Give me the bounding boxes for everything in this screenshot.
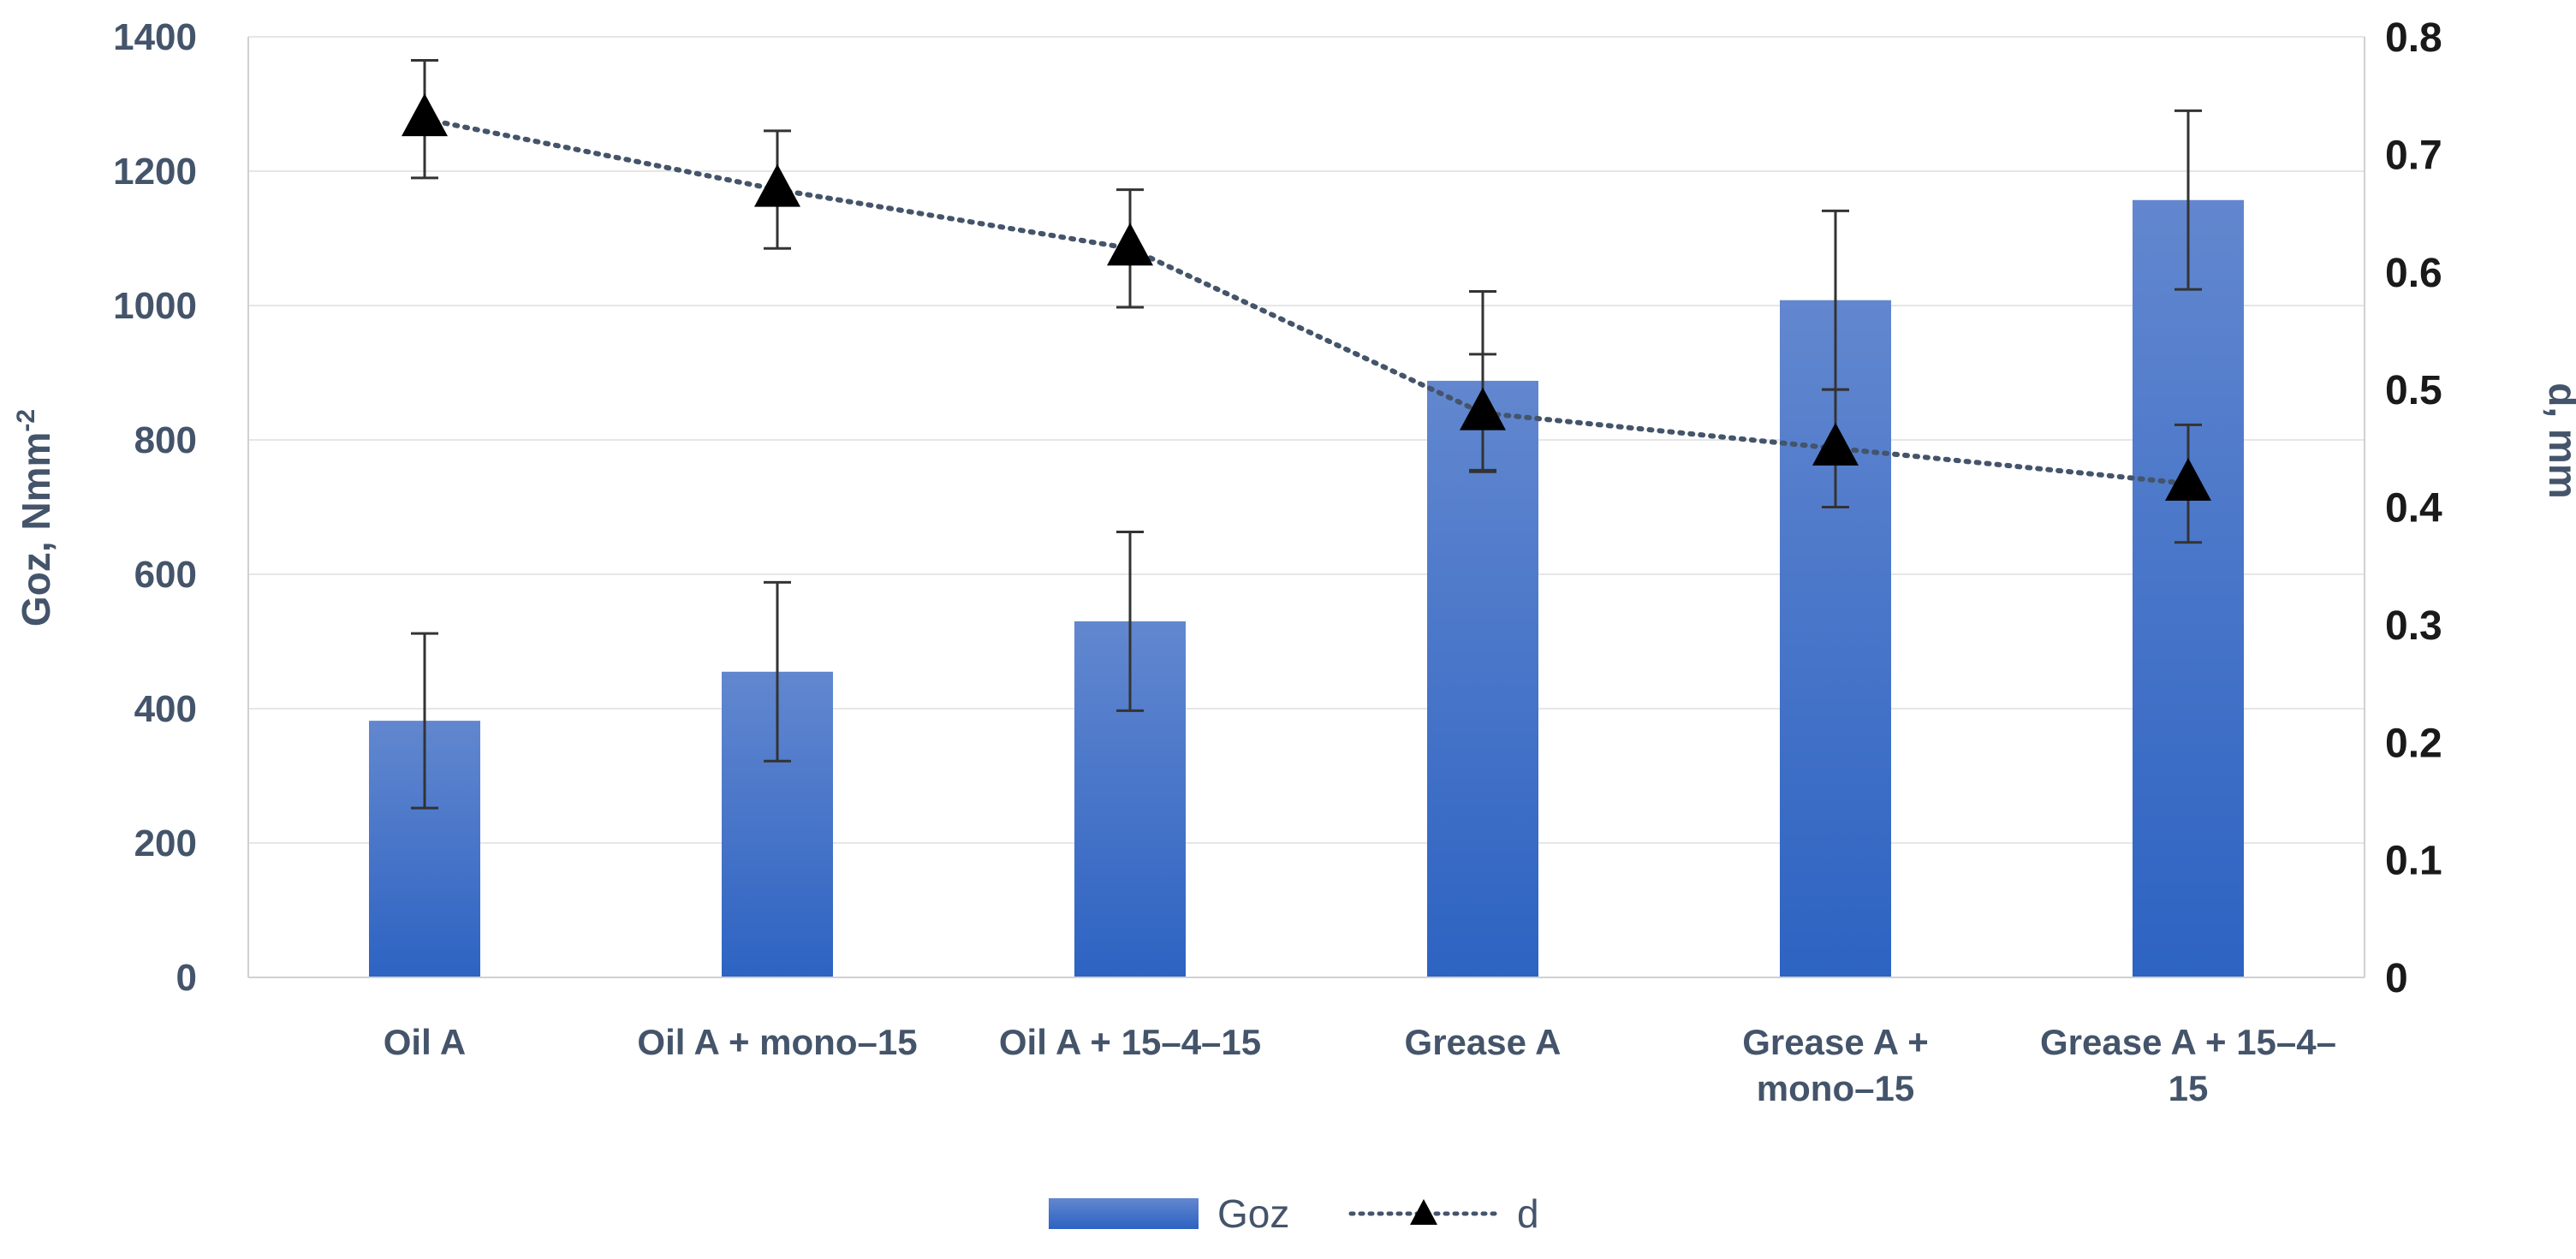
right-tick-label: 0.7	[2385, 133, 2442, 178]
left-tick-label: 0	[176, 957, 197, 999]
legend-swatch-goz	[1049, 1198, 1199, 1229]
category-label-line: Oil A + mono–15	[637, 1022, 917, 1062]
point-d	[754, 163, 800, 207]
left-tick-label: 1200	[113, 151, 197, 193]
category-label-line: 15	[2168, 1068, 2209, 1108]
category-label-line: Grease A +	[1742, 1022, 1929, 1062]
point-d	[1812, 422, 1859, 466]
category-label: Oil A	[384, 1022, 466, 1062]
error-bar-goz	[2174, 109, 2202, 291]
right-tick-label: 0.2	[2385, 721, 2442, 766]
error-bar-goz	[411, 632, 438, 810]
category-label: Oil A + mono–15	[637, 1022, 917, 1062]
right-tick-label: 0	[2385, 956, 2408, 1001]
legend-label-d: d	[1517, 1191, 1539, 1236]
right-tick-label: 0.3	[2385, 603, 2442, 649]
point-d	[1460, 387, 1506, 431]
bar-series-goz	[369, 199, 2244, 978]
axes	[247, 37, 2365, 978]
left-tick-label: 200	[134, 823, 197, 864]
legend-swatch-d-marker	[1410, 1199, 1437, 1225]
left-tick-label: 400	[134, 688, 197, 730]
category-label: Grease A + 15–4– 15	[2040, 1022, 2336, 1108]
point-d	[2165, 458, 2211, 502]
line-series-d	[402, 58, 2211, 544]
category-label-line: mono–15	[1757, 1068, 1914, 1108]
category-label: Grease A	[1405, 1022, 1562, 1062]
line-d	[422, 116, 2191, 487]
left-axis-title: Goz, Nmm-2	[12, 409, 58, 627]
right-tick-label: 0.5	[2385, 368, 2442, 413]
left-tick-label: 1000	[113, 285, 197, 327]
error-bar-goz	[764, 580, 791, 763]
category-label: Oil A + 15–4–15	[999, 1022, 1261, 1062]
error-bar-goz	[1116, 531, 1144, 712]
right-axis-title: d, mm	[2541, 383, 2576, 498]
bar-error-bars	[411, 109, 2202, 810]
legend: Goz d	[1049, 1191, 1539, 1236]
legend-label-goz: Goz	[1217, 1191, 1289, 1236]
category-label: Grease A + mono–15	[1742, 1022, 1929, 1108]
left-tick-label: 800	[134, 419, 197, 461]
bar-goz	[2133, 199, 2244, 977]
right-tick-label: 0.4	[2385, 486, 2442, 532]
left-axis-ticks: 0 200 400 600 800 1000 1200 1400	[113, 16, 197, 999]
category-label-line: Grease A	[1405, 1022, 1562, 1062]
left-tick-label: 1400	[113, 16, 197, 58]
point-d	[1107, 223, 1153, 266]
point-d	[402, 93, 448, 137]
category-labels: Oil A Oil A + mono–15 Oil A + 15–4–15 Greas…	[384, 1022, 2336, 1108]
left-tick-label: 600	[134, 554, 197, 596]
gridlines	[248, 36, 2365, 844]
right-tick-label: 0.1	[2385, 839, 2442, 884]
category-label-line: Oil A	[384, 1022, 466, 1062]
right-axis-ticks: 0 0.1 0.2 0.3 0.4 0.5 0.6 0.7 0.8	[2385, 15, 2442, 1001]
category-label-line: Oil A + 15–4–15	[999, 1022, 1261, 1062]
right-tick-label: 0.8	[2385, 15, 2442, 61]
bar-goz	[1427, 380, 1538, 977]
category-label-line: Grease A + 15–4–	[2040, 1022, 2336, 1062]
right-tick-label: 0.6	[2385, 251, 2442, 296]
